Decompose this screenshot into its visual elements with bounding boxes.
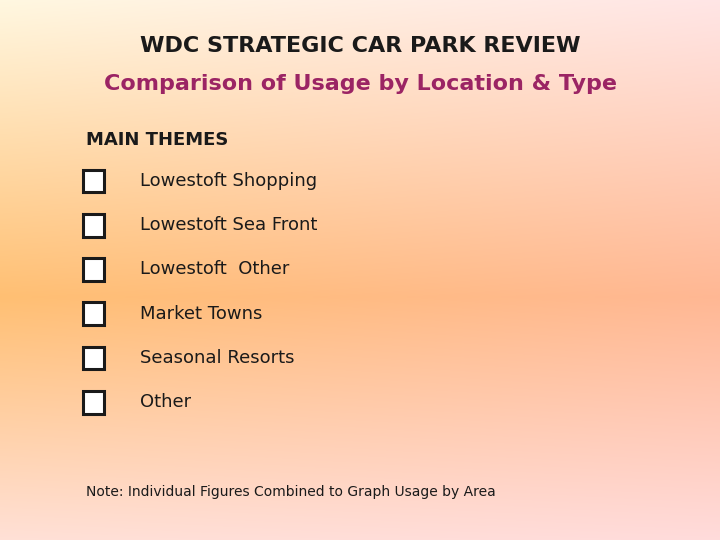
FancyBboxPatch shape [83, 302, 104, 325]
FancyBboxPatch shape [83, 170, 104, 192]
FancyBboxPatch shape [83, 214, 104, 237]
FancyBboxPatch shape [83, 347, 104, 369]
Text: Comparison of Usage by Location & Type: Comparison of Usage by Location & Type [104, 73, 616, 94]
Text: MAIN THEMES: MAIN THEMES [86, 131, 229, 150]
Text: WDC STRATEGIC CAR PARK REVIEW: WDC STRATEGIC CAR PARK REVIEW [140, 36, 580, 56]
Text: Market Towns: Market Towns [140, 305, 263, 323]
Text: Seasonal Resorts: Seasonal Resorts [140, 349, 295, 367]
FancyBboxPatch shape [83, 391, 104, 414]
Text: Note: Individual Figures Combined to Graph Usage by Area: Note: Individual Figures Combined to Gra… [86, 485, 496, 500]
Text: Lowestoft  Other: Lowestoft Other [140, 260, 289, 279]
Text: Other: Other [140, 393, 192, 411]
Text: Lowestoft Sea Front: Lowestoft Sea Front [140, 216, 318, 234]
FancyBboxPatch shape [83, 258, 104, 281]
Text: Lowestoft Shopping: Lowestoft Shopping [140, 172, 318, 190]
